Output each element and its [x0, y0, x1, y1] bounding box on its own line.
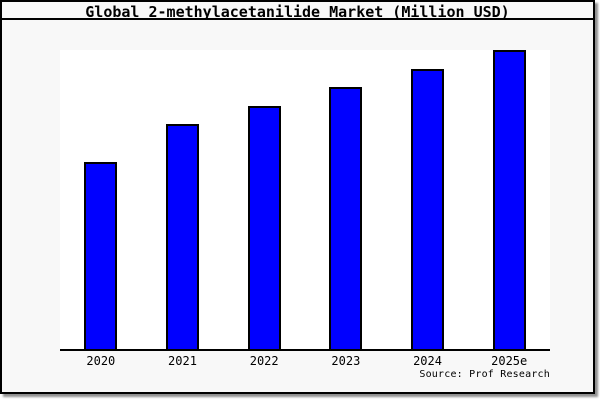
chart-title-bar: Global 2-methylacetanilide Market (Milli… [2, 2, 593, 21]
source-credit: Source: Prof Research [419, 369, 550, 380]
x-tick-label-2025e: 2025e [491, 354, 528, 368]
bar-2020 [84, 161, 118, 349]
bar-2025e [492, 50, 526, 349]
bar-slot-2021 [142, 50, 224, 349]
chart-title: Global 2-methylacetanilide Market (Milli… [85, 3, 510, 21]
plot-area [60, 50, 550, 351]
x-tick-label-2021: 2021 [168, 354, 197, 368]
bar-2022 [247, 105, 281, 349]
bar-2024 [411, 68, 445, 349]
x-tick-label-2023: 2023 [331, 354, 361, 368]
bar-slot-2025e [468, 50, 550, 349]
bar-slot-2020 [60, 50, 142, 349]
chart-frame: Global 2-methylacetanilide Market (Milli… [0, 0, 595, 394]
x-tick-label-2024: 2024 [413, 354, 442, 368]
bar-slot-2022 [223, 50, 305, 349]
bar-slot-2023 [305, 50, 387, 349]
bar-2021 [166, 124, 199, 349]
bar-2023 [329, 86, 363, 349]
x-tick-label-2022: 2022 [249, 354, 279, 368]
bar-slot-2024 [387, 50, 469, 349]
x-tick-label-2020: 2020 [86, 354, 116, 368]
x-axis-labels: 2020 2021 2022 2023 2024 2025e [60, 354, 550, 368]
